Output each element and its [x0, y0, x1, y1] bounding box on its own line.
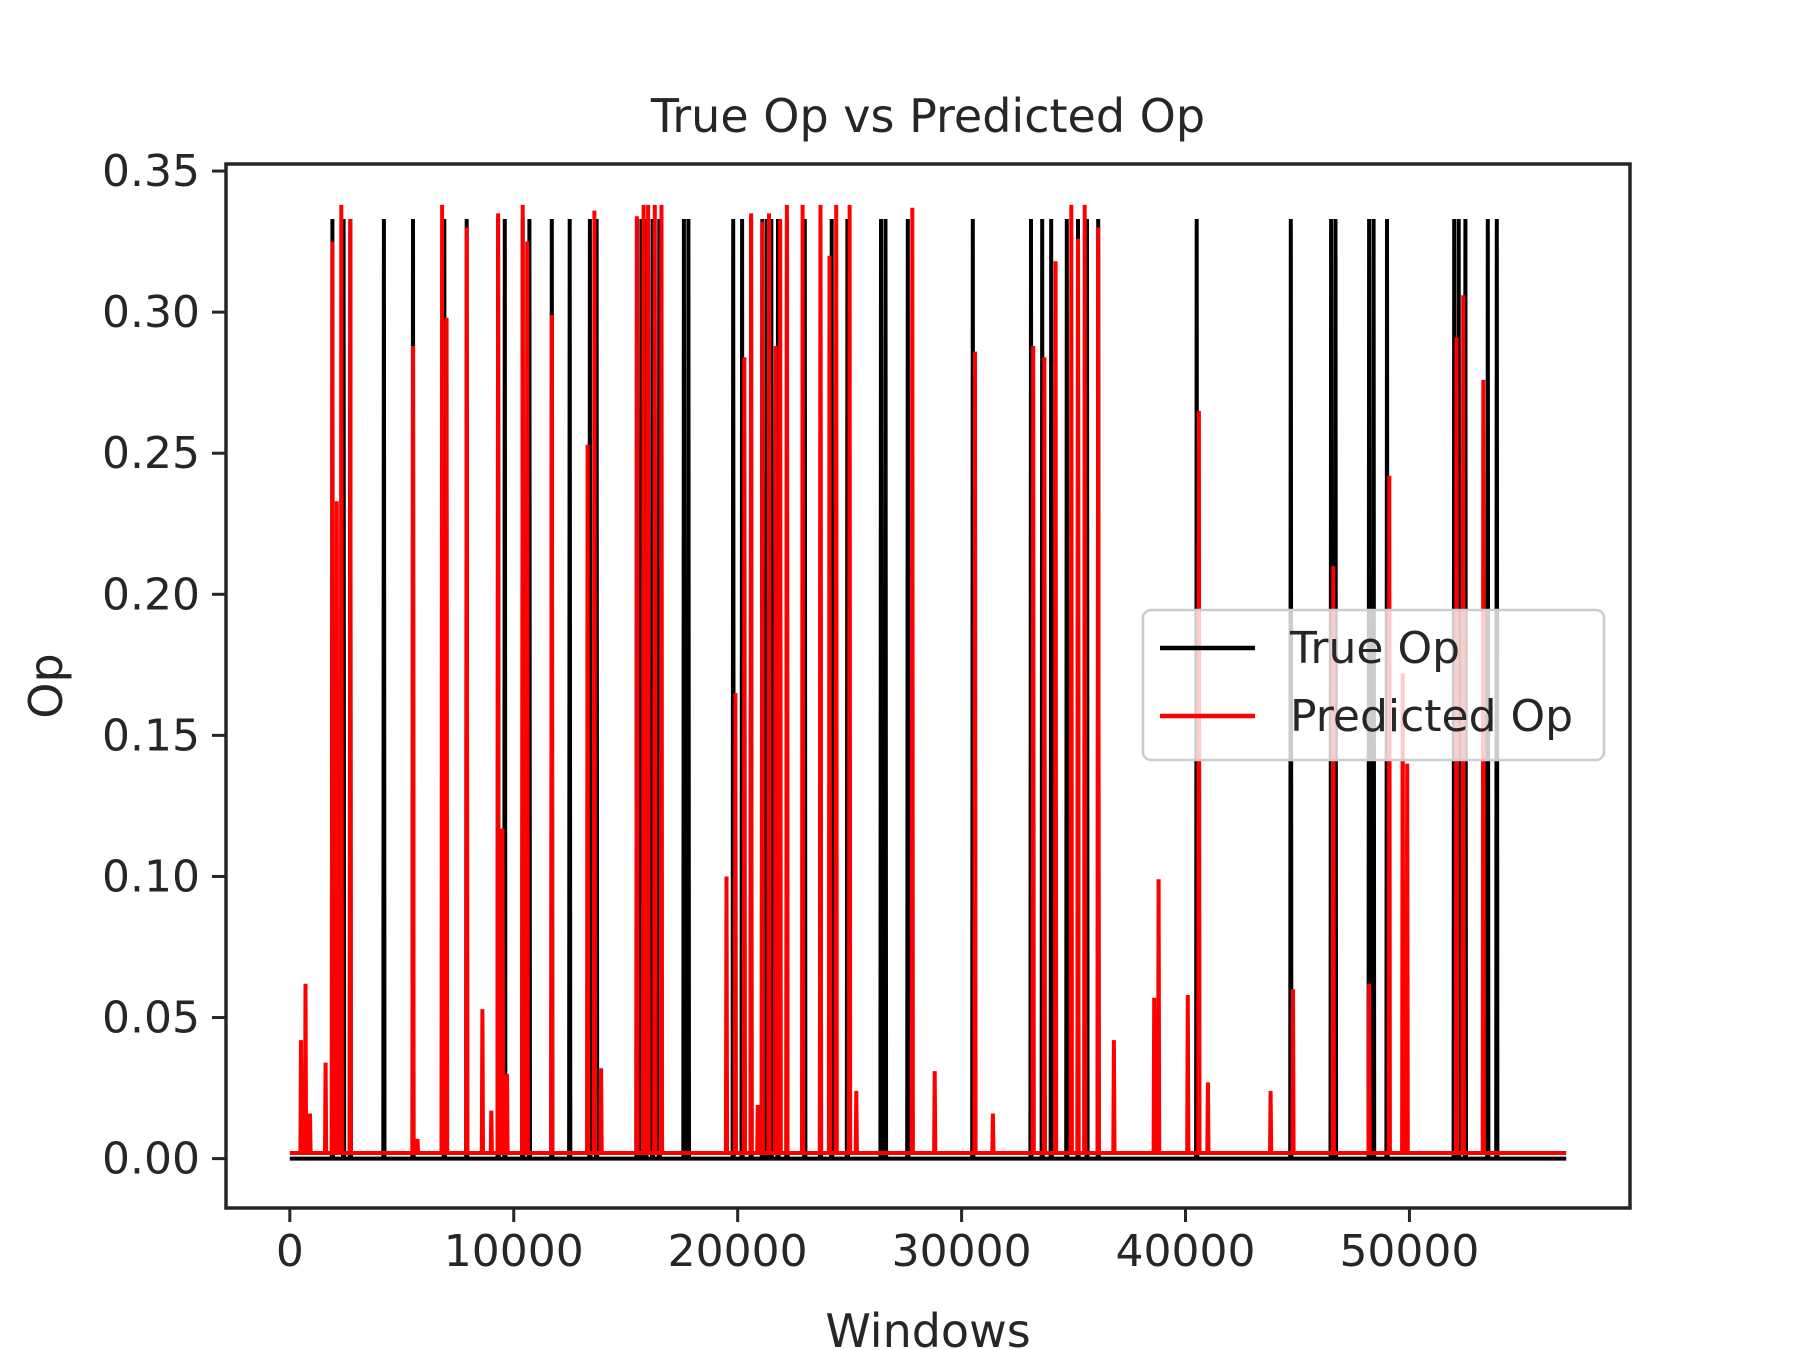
series-line-predicted-op	[289, 204, 1567, 1155]
y-tick-label: 0.00	[102, 1134, 200, 1185]
y-tick-label: 0.05	[102, 993, 200, 1044]
chart-title: True Op vs Predicted Op	[650, 89, 1205, 143]
x-tick-label: 30000	[892, 1226, 1032, 1277]
x-axis-ticks: 0 10000 20000 30000 40000 50000	[276, 1208, 1479, 1277]
x-tick-label: 20000	[668, 1226, 808, 1277]
x-axis-label: Windows	[825, 1304, 1030, 1350]
plot-area	[289, 204, 1567, 1161]
y-axis-ticks: 0.00 0.05 0.10 0.15 0.20 0.25 0.30 0.35	[102, 146, 226, 1185]
y-tick-label: 0.20	[102, 569, 200, 620]
legend-box	[1141, 608, 1606, 762]
x-tick-label: 50000	[1339, 1226, 1479, 1277]
y-tick-label: 0.35	[102, 146, 200, 197]
x-tick-label: 0	[276, 1226, 304, 1277]
legend-label-true-op: True Op	[1289, 623, 1460, 674]
axes-frame	[224, 162, 1632, 1210]
y-tick-label: 0.10	[102, 851, 200, 902]
legend-label-predicted-op: Predicted Op	[1290, 691, 1573, 742]
x-tick-label: 40000	[1116, 1226, 1256, 1277]
y-axis-label: Op	[19, 653, 73, 718]
legend: True Op Predicted Op	[1141, 608, 1606, 762]
y-tick-label: 0.30	[102, 287, 200, 338]
x-tick-label: 10000	[444, 1226, 584, 1277]
y-tick-label: 0.15	[102, 710, 200, 761]
y-tick-label: 0.25	[102, 428, 200, 479]
